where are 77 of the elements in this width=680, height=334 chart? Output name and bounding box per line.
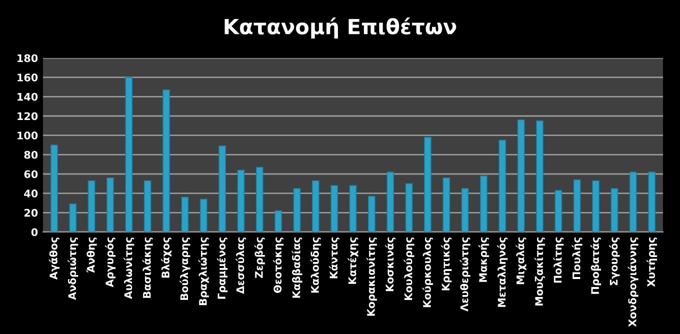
x-tick-label: Μακρής bbox=[478, 238, 489, 282]
x-tick-label: Άνθης bbox=[86, 238, 97, 273]
bar bbox=[517, 119, 525, 232]
bar bbox=[349, 185, 357, 232]
x-tick-label: Βλάχος bbox=[161, 238, 172, 278]
bar bbox=[200, 198, 208, 232]
x-tick-label: Αργυρός bbox=[104, 238, 116, 288]
bar bbox=[256, 166, 264, 232]
bar bbox=[218, 146, 226, 232]
x-tick-label: Κρητικός bbox=[441, 238, 452, 290]
x-tick-label: Βραχλιώτης bbox=[198, 238, 209, 306]
y-tick-label: 100 bbox=[18, 132, 38, 140]
x-tick-label: Κατέχης bbox=[348, 238, 358, 284]
bar bbox=[498, 140, 506, 232]
x-tick-label: Χυτήρης bbox=[646, 238, 658, 287]
y-tick-label: 40 bbox=[24, 190, 38, 198]
y-tick-label: 120 bbox=[18, 112, 38, 120]
bar bbox=[554, 190, 562, 232]
bar bbox=[424, 136, 432, 232]
x-tick-label: Κορακιανίτης bbox=[366, 238, 377, 316]
bar bbox=[405, 183, 413, 232]
bar bbox=[648, 172, 656, 232]
x-tick-label: Μουζακίτης bbox=[534, 238, 545, 306]
bar bbox=[293, 188, 301, 232]
bar bbox=[368, 196, 376, 232]
x-tick-label: Μιχαλάς bbox=[516, 238, 526, 284]
x-tick-label: Καββαδίας bbox=[292, 238, 302, 298]
x-tick-label: Πουλής bbox=[572, 238, 582, 279]
bar bbox=[461, 188, 469, 232]
x-tick-label: Πολίτης bbox=[553, 238, 564, 283]
bar bbox=[69, 204, 77, 232]
y-tick-label: 0 bbox=[31, 228, 38, 236]
bar bbox=[386, 172, 394, 232]
x-tick-label: Δεσσύλας bbox=[236, 238, 246, 294]
x-tick-label: Αυλωνίτης bbox=[124, 238, 134, 299]
x-tick-label: Κοσκινάς bbox=[385, 238, 396, 292]
x-tick-label: Θεοτόκης bbox=[273, 238, 284, 293]
bar bbox=[274, 210, 282, 232]
bar bbox=[106, 177, 114, 232]
x-tick-label: Γραμμένος bbox=[217, 238, 228, 299]
bar bbox=[536, 120, 544, 232]
x-tick-label: Χονδρογιάννης bbox=[628, 238, 638, 327]
bar bbox=[162, 89, 170, 232]
x-tick-label: Σγουρός bbox=[609, 238, 620, 286]
bar bbox=[181, 196, 189, 232]
x-tick-label: Ζερβός bbox=[254, 238, 265, 278]
x-tick-label: Βασιλάκης bbox=[142, 238, 153, 298]
x-tick-label: Ανδριώτης bbox=[68, 238, 78, 300]
bar bbox=[480, 176, 488, 232]
bar bbox=[125, 76, 133, 232]
bar bbox=[312, 180, 320, 232]
bar bbox=[50, 144, 58, 232]
bar bbox=[330, 185, 338, 232]
bar bbox=[88, 180, 96, 232]
y-tick-label: 60 bbox=[24, 170, 38, 178]
x-tick-label: Βούλγαρης bbox=[180, 238, 190, 300]
bar bbox=[592, 180, 600, 232]
y-tick-label: 180 bbox=[18, 54, 38, 62]
x-tick-label: Κουλούρης bbox=[404, 238, 414, 300]
y-tick-label: 160 bbox=[18, 74, 38, 82]
bar bbox=[610, 188, 618, 232]
x-tick-label: Αγάθος bbox=[48, 238, 60, 280]
bar bbox=[442, 177, 450, 232]
x-tick-label: Μεταλληνός bbox=[497, 238, 508, 307]
y-tick-label: 80 bbox=[24, 150, 38, 159]
bar bbox=[237, 170, 245, 232]
x-tick-label: Καλούδης bbox=[310, 238, 321, 293]
x-tick-label: Κούρκουλος bbox=[422, 238, 433, 308]
y-tick-label: 20 bbox=[24, 208, 38, 217]
x-tick-label: Κάντας bbox=[329, 238, 340, 278]
bar bbox=[573, 179, 581, 232]
bar bbox=[144, 180, 152, 232]
x-tick-label: Προβατάς bbox=[590, 238, 602, 294]
y-tick-label: 140 bbox=[18, 92, 38, 101]
bar bbox=[629, 172, 637, 232]
x-tick-label: Λευθεριώτης bbox=[460, 238, 470, 312]
chart-title: Κατανομή Επιθέτων bbox=[224, 17, 456, 39]
